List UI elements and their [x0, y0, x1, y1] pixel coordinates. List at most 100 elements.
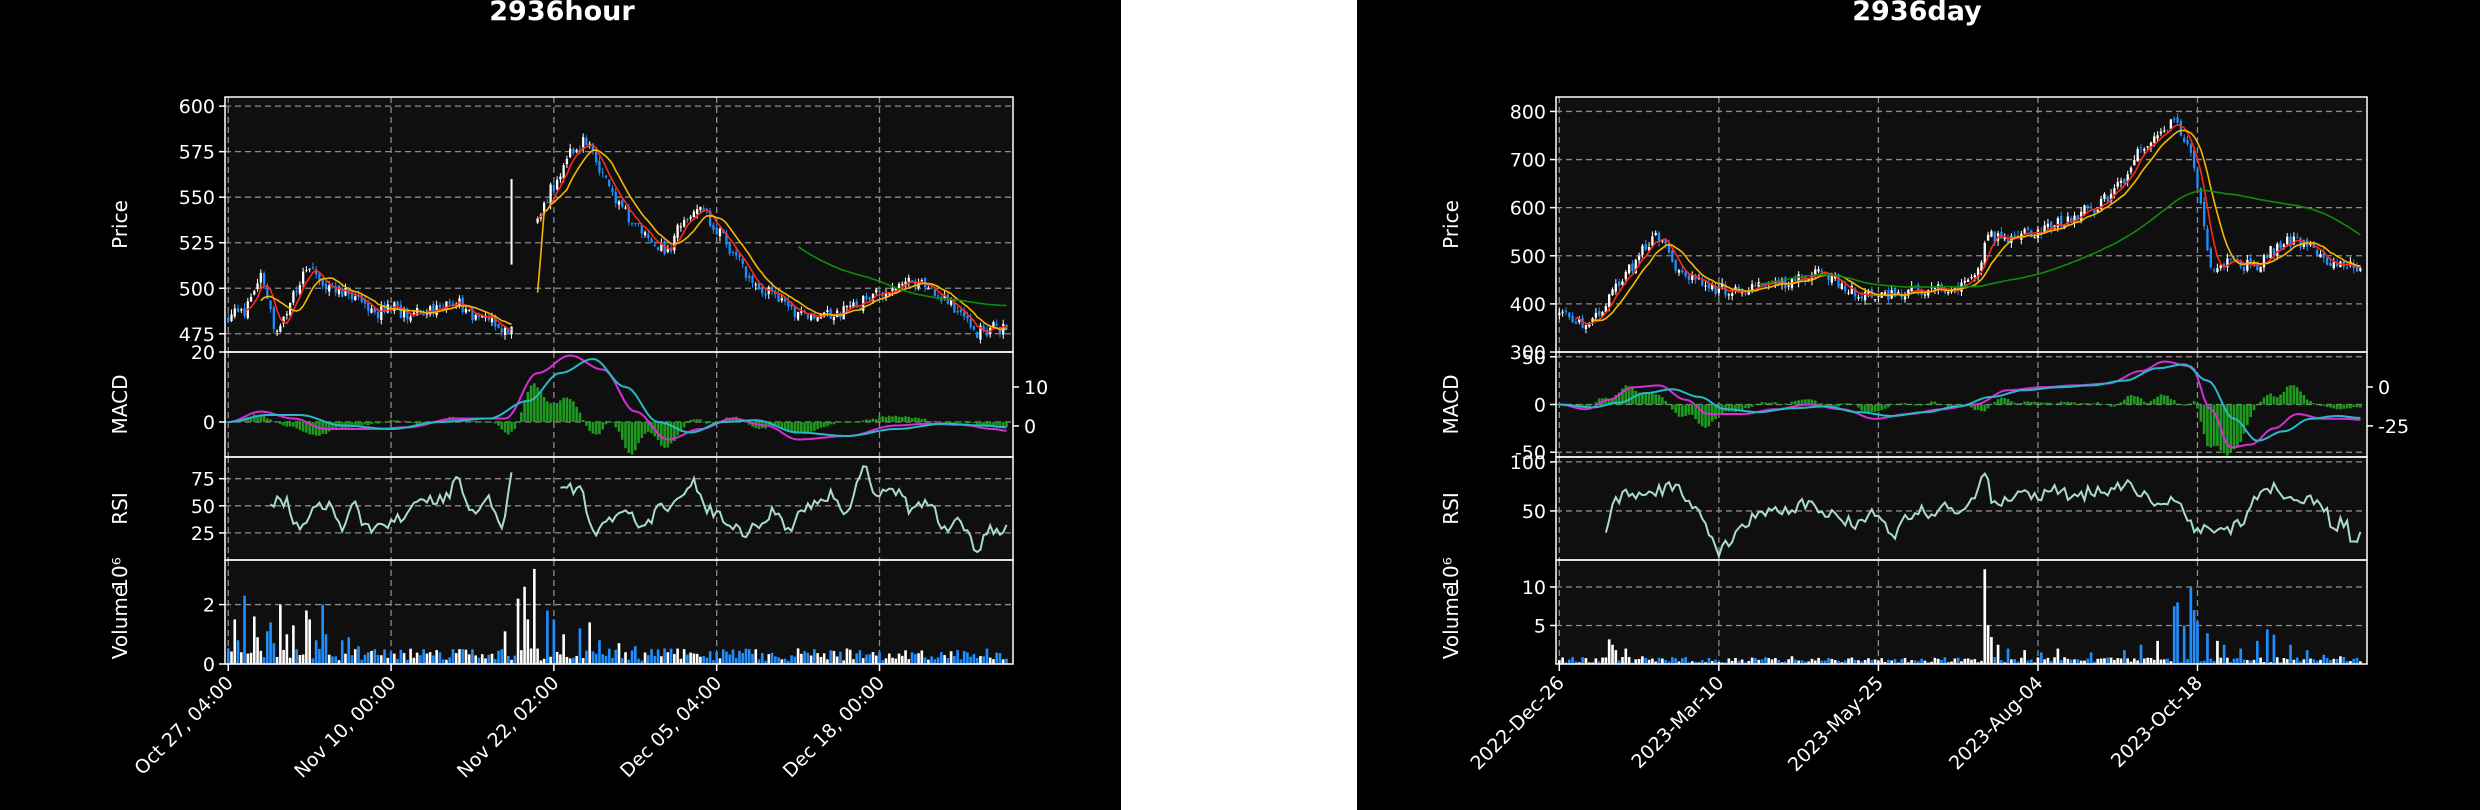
candle-body: [627, 207, 630, 223]
candle-body: [865, 296, 868, 300]
macd-histogram-bar: [1803, 399, 1807, 405]
macd-histogram-bar: [1734, 404, 1737, 413]
macd-histogram-bar: [1624, 385, 1628, 405]
macd-histogram-bar: [1860, 404, 1864, 411]
macd-histogram-bar: [2249, 404, 2252, 418]
macd-histogram-bar: [373, 422, 377, 423]
volume-bar: [969, 656, 972, 664]
macd-histogram-bar: [1980, 404, 1983, 412]
candle-body: [2199, 188, 2202, 204]
macd-hist-tick-label: 0: [2378, 377, 2390, 399]
macd-histogram-bar: [1800, 399, 1804, 405]
macd-histogram-bar: [1651, 392, 1654, 405]
volume-bar: [2169, 661, 2173, 664]
candle-body: [956, 310, 959, 313]
candle-body: [2212, 269, 2216, 271]
macd-histogram-bar: [2149, 400, 2153, 405]
candle-body: [490, 317, 494, 323]
volume-bar: [1920, 658, 1923, 664]
candle-body: [1973, 275, 1976, 278]
volume-bar: [1936, 658, 1940, 664]
volume-bar: [2152, 659, 2156, 664]
candle-body: [2106, 196, 2109, 202]
candle-body: [845, 306, 849, 308]
candle-body: [787, 301, 790, 307]
macd-histogram-bar: [2129, 394, 2133, 405]
volume-bar: [871, 652, 875, 664]
candle-body: [298, 285, 302, 294]
rsi-tick-label: 25: [191, 523, 215, 545]
candle-body: [2143, 148, 2146, 151]
macd-histogram-bar: [2202, 404, 2206, 434]
candle-body: [972, 326, 976, 330]
candle-body: [992, 322, 995, 327]
macd-histogram-bar: [396, 420, 399, 422]
volume-bar: [640, 660, 644, 664]
volume-bar: [995, 652, 999, 664]
candle-body: [1853, 288, 1857, 297]
candle-body: [2345, 267, 2349, 269]
macd-histogram-bar: [1710, 404, 1714, 422]
volume-bar: [1777, 659, 1781, 664]
volume-bar: [239, 652, 243, 664]
volume-bar: [542, 658, 546, 664]
macd-histogram-bar: [510, 422, 513, 432]
volume-bar: [253, 616, 256, 664]
volume-bar: [764, 660, 767, 664]
volume-bar: [959, 659, 963, 664]
volume-bar: [461, 649, 465, 664]
volume-bar: [2142, 658, 2146, 664]
macd-histogram-bar: [1793, 400, 1797, 405]
candle-body: [481, 315, 484, 318]
candle-body: [1986, 234, 1990, 241]
candle-body: [715, 227, 718, 235]
volume-bar: [630, 650, 634, 664]
macd-histogram-bar: [1903, 403, 1907, 405]
macd-histogram-bar: [682, 422, 686, 428]
volume-bar: [796, 648, 800, 664]
volume-bar: [1923, 660, 1927, 664]
candle-body: [783, 297, 787, 302]
stock-chart-hour: 475 500 525 550 575 600 0 20 0 10 25 50 75 0 2 Price MAC…: [108, 96, 1048, 782]
candle-body: [341, 288, 344, 297]
macd-histogram-bar: [855, 422, 859, 423]
volume-bar: [1830, 658, 1834, 664]
candle-body: [468, 309, 471, 311]
macd-histogram-bar: [2206, 404, 2209, 447]
candle-body: [2359, 268, 2362, 271]
volume-bar: [438, 652, 442, 664]
volume-bar: [428, 652, 432, 664]
candle-body: [2129, 167, 2133, 173]
candle-body: [930, 287, 933, 289]
volume-bar: [2295, 657, 2299, 664]
macd-histogram-bar: [1853, 404, 1857, 405]
volume-bar: [894, 658, 898, 664]
volume-bar: [647, 655, 650, 664]
macd-histogram-bar: [943, 422, 946, 423]
candle-body: [227, 318, 230, 322]
macd-histogram-bar: [660, 422, 663, 446]
macd-histogram-bar: [1700, 404, 1704, 427]
candle-body: [549, 184, 552, 205]
macd-histogram-bar: [366, 422, 370, 426]
volume-bar: [985, 648, 989, 664]
candle-body: [451, 303, 455, 305]
volume-bar: [282, 649, 285, 664]
candle-body: [445, 301, 448, 310]
volume-bar: [2222, 644, 2226, 664]
candle-body: [249, 296, 253, 302]
candle-body: [692, 211, 696, 218]
volume-bar: [506, 656, 510, 664]
macd-histogram-bar: [773, 422, 777, 427]
volume-bar: [487, 654, 491, 664]
candle-body: [2189, 144, 2193, 153]
macd-histogram-bar: [640, 422, 644, 438]
macd-histogram-bar: [731, 417, 735, 422]
candle-body: [2159, 131, 2163, 134]
x-tick-label: Nov 10, 00:00: [290, 672, 400, 782]
macd-histogram-bar: [552, 403, 556, 422]
volume-bar: [2096, 658, 2100, 664]
volume-bar: [1717, 662, 1721, 664]
candle-body: [673, 235, 676, 251]
candle-body: [1814, 269, 1817, 276]
